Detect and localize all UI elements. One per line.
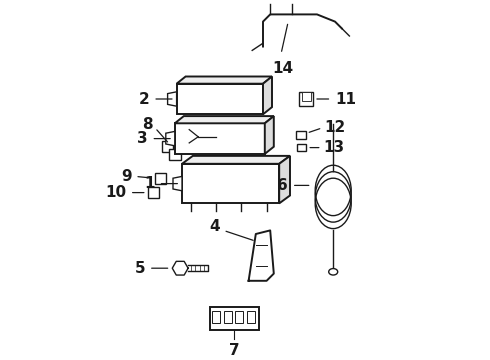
Bar	[226, 89, 242, 105]
Text: 13: 13	[323, 140, 344, 155]
Text: 2: 2	[139, 91, 149, 107]
Bar	[219, 169, 229, 191]
Polygon shape	[172, 261, 188, 275]
Polygon shape	[176, 77, 272, 84]
Text: 11: 11	[335, 91, 356, 107]
Text: 5: 5	[135, 261, 145, 276]
Bar	[297, 144, 306, 151]
Bar	[176, 84, 263, 114]
Bar	[247, 310, 255, 323]
Ellipse shape	[329, 269, 338, 275]
Text: 1: 1	[145, 176, 155, 191]
Polygon shape	[265, 116, 274, 154]
Polygon shape	[263, 77, 272, 114]
Bar	[182, 164, 279, 203]
Polygon shape	[188, 265, 208, 271]
Polygon shape	[175, 116, 274, 123]
Bar	[210, 307, 259, 330]
Bar	[155, 173, 166, 184]
Bar	[299, 92, 313, 106]
Bar	[186, 169, 196, 191]
Bar	[296, 131, 306, 139]
Text: 7: 7	[229, 343, 240, 358]
Text: 10: 10	[105, 185, 126, 200]
Bar	[252, 169, 262, 191]
Bar	[190, 87, 214, 104]
Text: 4: 4	[209, 219, 220, 234]
Text: 9: 9	[121, 169, 132, 184]
Bar	[224, 310, 232, 323]
Polygon shape	[248, 230, 274, 281]
Bar	[162, 141, 173, 152]
Text: 8: 8	[143, 117, 153, 132]
Bar	[175, 123, 265, 154]
Bar	[236, 310, 244, 323]
Polygon shape	[279, 156, 290, 203]
Polygon shape	[166, 131, 175, 146]
Text: 6: 6	[277, 178, 288, 193]
Bar	[202, 169, 213, 191]
Polygon shape	[182, 156, 290, 164]
Text: 14: 14	[272, 61, 294, 76]
Bar	[169, 149, 180, 160]
Text: 3: 3	[137, 131, 148, 146]
Bar	[148, 187, 159, 198]
Bar	[302, 91, 311, 100]
Polygon shape	[173, 176, 182, 191]
Bar	[213, 310, 220, 323]
Bar	[236, 169, 245, 191]
Text: 12: 12	[324, 120, 345, 135]
Polygon shape	[168, 92, 176, 106]
